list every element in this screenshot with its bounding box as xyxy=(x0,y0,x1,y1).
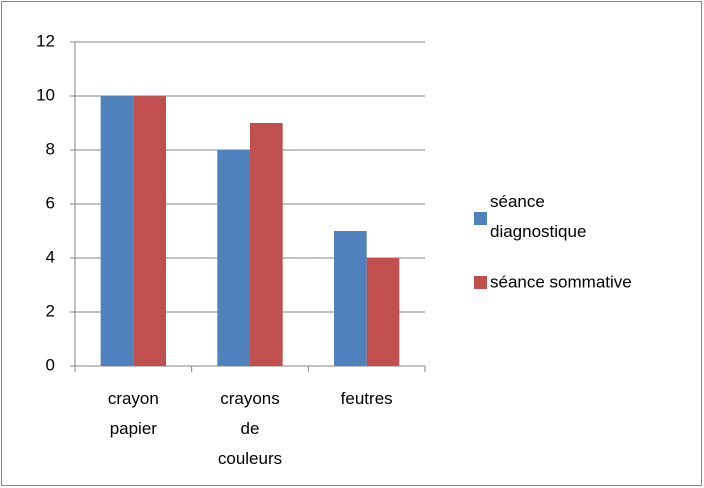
x-tick-label: feutres xyxy=(341,389,393,408)
legend-label: séance sommative xyxy=(490,272,632,291)
bar xyxy=(250,123,283,366)
legend-swatch xyxy=(474,212,487,225)
bar xyxy=(133,96,166,366)
y-tick-label: 8 xyxy=(46,139,55,158)
bar xyxy=(100,96,134,366)
legend-swatch xyxy=(474,276,487,289)
y-tick-label: 12 xyxy=(36,31,55,50)
y-tick-label: 4 xyxy=(46,247,55,266)
y-tick-label: 10 xyxy=(36,85,55,104)
y-tick-label: 2 xyxy=(46,301,55,320)
x-tick-label: crayons de couleurs xyxy=(218,389,282,468)
y-tick-label: 0 xyxy=(46,355,55,374)
y-tick-label: 6 xyxy=(46,193,55,212)
legend-label: séance diagnostique xyxy=(490,192,586,241)
x-tick-label: crayon papier xyxy=(108,389,159,438)
bar xyxy=(217,150,250,366)
bar xyxy=(334,231,367,366)
bar xyxy=(366,258,400,366)
